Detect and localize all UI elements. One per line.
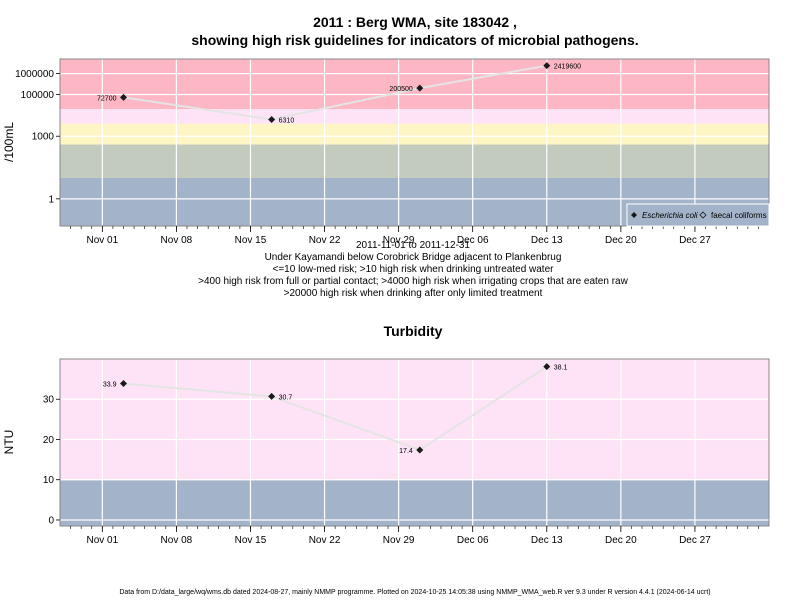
data-label: 17.4 [399, 448, 413, 455]
legend-filled-diamond-icon [631, 212, 637, 218]
data-label: 72700 [97, 95, 117, 102]
series-line [123, 64, 547, 121]
y-tick-label: 1000000 [15, 69, 54, 80]
risk-band-1 [60, 144, 769, 178]
y-tick-label: 30 [43, 395, 55, 406]
x-tick-label: Nov 22 [309, 235, 341, 246]
y-tick-label: 10 [43, 475, 55, 486]
data-label: 33.9 [103, 382, 117, 389]
legend-box [626, 203, 770, 227]
plot-frame [59, 358, 770, 527]
guideline-text-3: >20000 high risk when drinking after onl… [284, 288, 543, 299]
risk-band-3 [60, 109, 769, 124]
y-axis-label: /100mL [2, 122, 16, 162]
y-axis: 1 1000 100000 1000000 [15, 69, 60, 205]
risk-bands [60, 359, 769, 526]
guideline-text-2: >400 high risk from full or partial cont… [198, 276, 628, 287]
risk-band-2 [60, 123, 769, 145]
chart-title-line1: 2011 : Berg WMA, site 183042 , [313, 14, 517, 30]
data-point [268, 116, 276, 124]
data-point [119, 380, 127, 388]
y-tick-label: 100000 [21, 90, 55, 101]
risk-bands [60, 59, 769, 226]
y-axis: 0 10 20 30 [43, 395, 60, 526]
x-tick-label: Dec 20 [605, 235, 637, 246]
x-axis: Nov 01 Nov 08 Nov 15 Nov 22 Nov 29 Dec 06 Dec … [70, 226, 759, 246]
microbial-panel: 72700 6310 200500 2419600 1 1000 100000 100000… [2, 58, 770, 246]
data-point [543, 363, 551, 371]
data-label: 30.7 [279, 394, 293, 401]
guideline-text-1: <=10 low-med risk; >10 high risk when dr… [273, 264, 555, 275]
chart-title-line2: showing high risk guidelines for indicat… [191, 32, 638, 48]
risk-band-1 [60, 359, 769, 480]
legend: Escherichia coli faecal coliforms [626, 203, 770, 227]
x-tick-label: Dec 27 [679, 235, 711, 246]
risk-band-0 [60, 479, 769, 526]
y-tick-label: 0 [48, 515, 54, 526]
legend-label-faecal-coliforms: faecal coliforms [711, 211, 767, 220]
x-tick-label: Dec 27 [679, 535, 711, 546]
plot-frame [59, 58, 770, 227]
risk-band-4 [60, 59, 769, 110]
x-tick-label: Dec 20 [605, 535, 637, 546]
y-tick-label: 1 [48, 194, 54, 205]
footer-note: Data from D:/data_large/wq/wms.db dated … [119, 589, 710, 596]
x-tick-label: Nov 29 [383, 535, 415, 546]
x-tick-label: Dec 13 [531, 535, 563, 546]
x-tick-label: Nov 08 [161, 535, 193, 546]
legend-open-diamond-icon [699, 211, 707, 219]
x-tick-label: Nov 01 [86, 235, 118, 246]
data-point [543, 62, 551, 70]
x-tick-label: Nov 29 [383, 235, 415, 246]
data-point [268, 392, 276, 400]
location-text: Under Kayamandi below Corobrick Bridge a… [265, 252, 562, 263]
x-tick-label: Nov 01 [86, 535, 118, 546]
x-axis: Nov 01 Nov 08 Nov 15 Nov 22 Nov 29 Dec 06 Dec … [70, 526, 759, 546]
series-line [123, 365, 548, 452]
x-tick-label: Nov 15 [235, 235, 267, 246]
y-axis-label: NTU [2, 430, 16, 455]
data-label: 2419600 [554, 64, 581, 71]
legend-label-ecoli: Escherichia coli [642, 211, 698, 220]
date-range-text: 2011-11-01 to 2011-12-31 [356, 240, 470, 251]
grid-lines [60, 359, 769, 526]
y-tick-label: 1000 [32, 132, 55, 143]
x-tick-label: Dec 13 [531, 235, 563, 246]
data-point [416, 446, 424, 454]
turbidity-series: 33.9 30.7 17.4 38.1 [103, 363, 568, 455]
data-label: 38.1 [554, 365, 568, 372]
data-label: 6310 [279, 118, 295, 125]
data-label: 200500 [389, 86, 412, 93]
data-point [119, 93, 127, 101]
x-tick-label: Nov 08 [161, 235, 193, 246]
x-tick-label: Dec 06 [457, 235, 489, 246]
x-tick-label: Nov 22 [309, 535, 341, 546]
x-tick-label: Nov 15 [235, 535, 267, 546]
data-point [416, 84, 424, 92]
x-tick-label: Dec 06 [457, 535, 489, 546]
y-tick-label: 20 [43, 435, 55, 446]
turbidity-title: Turbidity [384, 323, 443, 339]
grid-lines [60, 59, 769, 226]
ecoli-series: 72700 6310 200500 2419600 [97, 62, 581, 125]
